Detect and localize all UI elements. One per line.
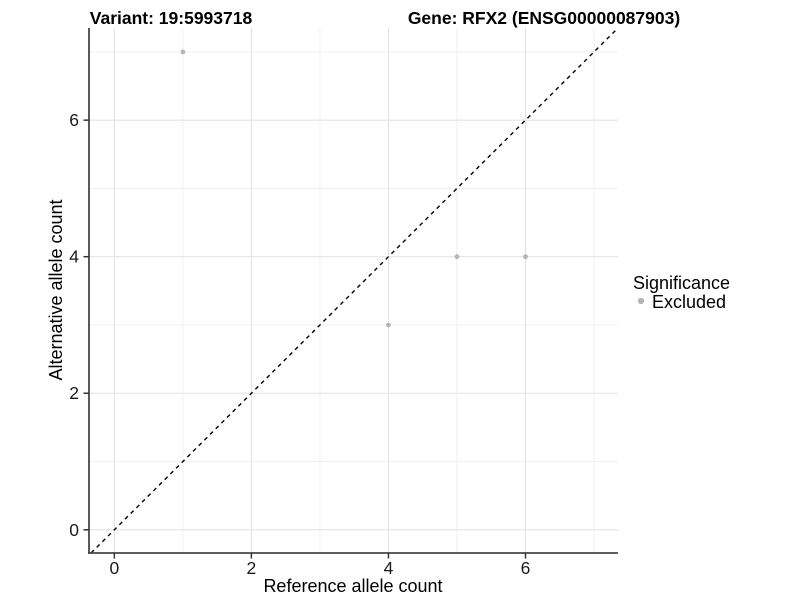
data-point xyxy=(386,322,391,328)
x-tick-label: 6 xyxy=(521,558,531,578)
y-tick-label: 4 xyxy=(69,247,79,267)
data-point xyxy=(454,254,460,260)
y-tick-label: 0 xyxy=(69,520,79,540)
x-axis-tick-labels: 0 2 4 6 xyxy=(109,558,530,578)
x-axis-title: Reference allele count xyxy=(263,576,442,596)
x-tick-label: 0 xyxy=(109,558,119,578)
legend-item-label: Excluded xyxy=(652,292,726,312)
y-tick-label: 2 xyxy=(69,383,79,403)
x-tick-label: 4 xyxy=(384,558,394,578)
data-point xyxy=(180,49,186,55)
y-axis-ticks xyxy=(83,119,89,531)
plot-title-variant: Variant: 19:5993718 xyxy=(90,8,253,28)
y-axis-tick-labels: 0 2 4 6 xyxy=(69,110,79,540)
y-axis-title: Alternative allele count xyxy=(46,199,66,380)
data-points xyxy=(180,49,528,328)
gridlines xyxy=(89,28,618,553)
legend: Significance Excluded xyxy=(633,273,730,312)
data-point xyxy=(523,254,528,260)
legend-title: Significance xyxy=(633,273,730,293)
y-tick-label: 6 xyxy=(69,110,79,130)
plot-title-gene: Gene: RFX2 (ENSG00000087903) xyxy=(408,8,680,28)
identity-reference-line xyxy=(90,27,619,554)
x-axis-ticks xyxy=(113,553,527,559)
x-tick-label: 2 xyxy=(247,558,257,578)
legend-marker-excluded-icon xyxy=(637,297,645,305)
